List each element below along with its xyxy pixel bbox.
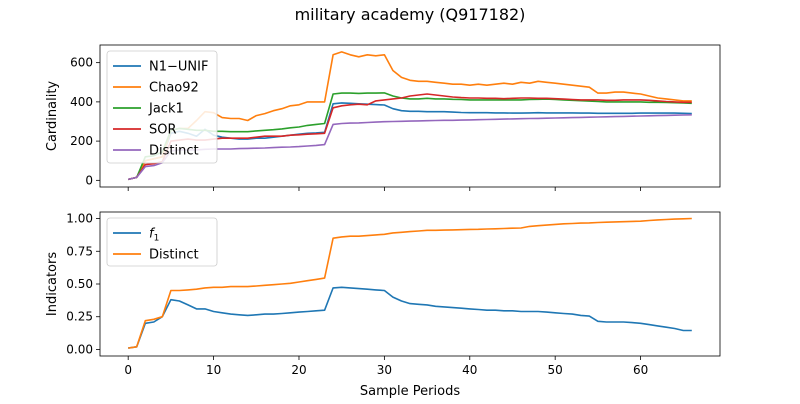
legend-label: Distinct	[149, 144, 199, 159]
y-axis-label: Cardinality	[45, 81, 60, 152]
legend-label: Chao92	[149, 81, 199, 96]
x-tick-label: 60	[633, 363, 648, 377]
plot-frame	[99, 44, 721, 188]
series-line-1	[128, 51, 692, 181]
x-tick-label: 30	[377, 363, 392, 377]
legend-label: f1	[149, 227, 159, 244]
x-tick-label: 20	[291, 363, 306, 377]
cardinality-panel: 0 200 400 600 Cardinality N1−UNIF Chao92 Jack1 S…	[45, 44, 721, 191]
series-line-3	[128, 93, 692, 181]
series-line-0	[128, 286, 692, 349]
x-axis-label: Sample Periods	[360, 384, 460, 399]
legend-label: SOR	[149, 123, 177, 138]
series-line-1	[128, 217, 692, 349]
indicators-panel: 0 10 20 30 40 50 60 0.00 0.25 0.50 0.75 1.00 Indicat…	[45, 212, 721, 377]
y-tick-label: 0.25	[66, 310, 93, 324]
series-line-2	[128, 92, 692, 181]
figure-title: military academy (Q917182)	[295, 5, 526, 24]
y-axis-label: Indicators	[45, 252, 60, 316]
legend-label: N1−UNIF	[149, 60, 208, 75]
x-tick-label: 0	[124, 363, 132, 377]
y-tick-label: 0.00	[66, 342, 93, 356]
x-tick-label: 40	[462, 363, 477, 377]
series-line-4	[128, 114, 692, 181]
y-tick-label: 0	[85, 173, 93, 187]
y-tick-label: 0.50	[66, 277, 93, 291]
y-tick-label: 200	[70, 134, 93, 148]
y-tick-label: 600	[70, 56, 93, 70]
y-tick-label: 400	[70, 95, 93, 109]
legend-label: Jack1	[148, 102, 184, 117]
legend-box	[106, 50, 218, 164]
legend-label: Distinct	[149, 248, 199, 263]
y-tick-label: 1.00	[66, 212, 93, 226]
y-tick-label: 0.75	[66, 244, 93, 258]
series-line-0	[128, 102, 692, 181]
x-tick-label: 50	[548, 363, 563, 377]
x-tick-label: 10	[206, 363, 221, 377]
